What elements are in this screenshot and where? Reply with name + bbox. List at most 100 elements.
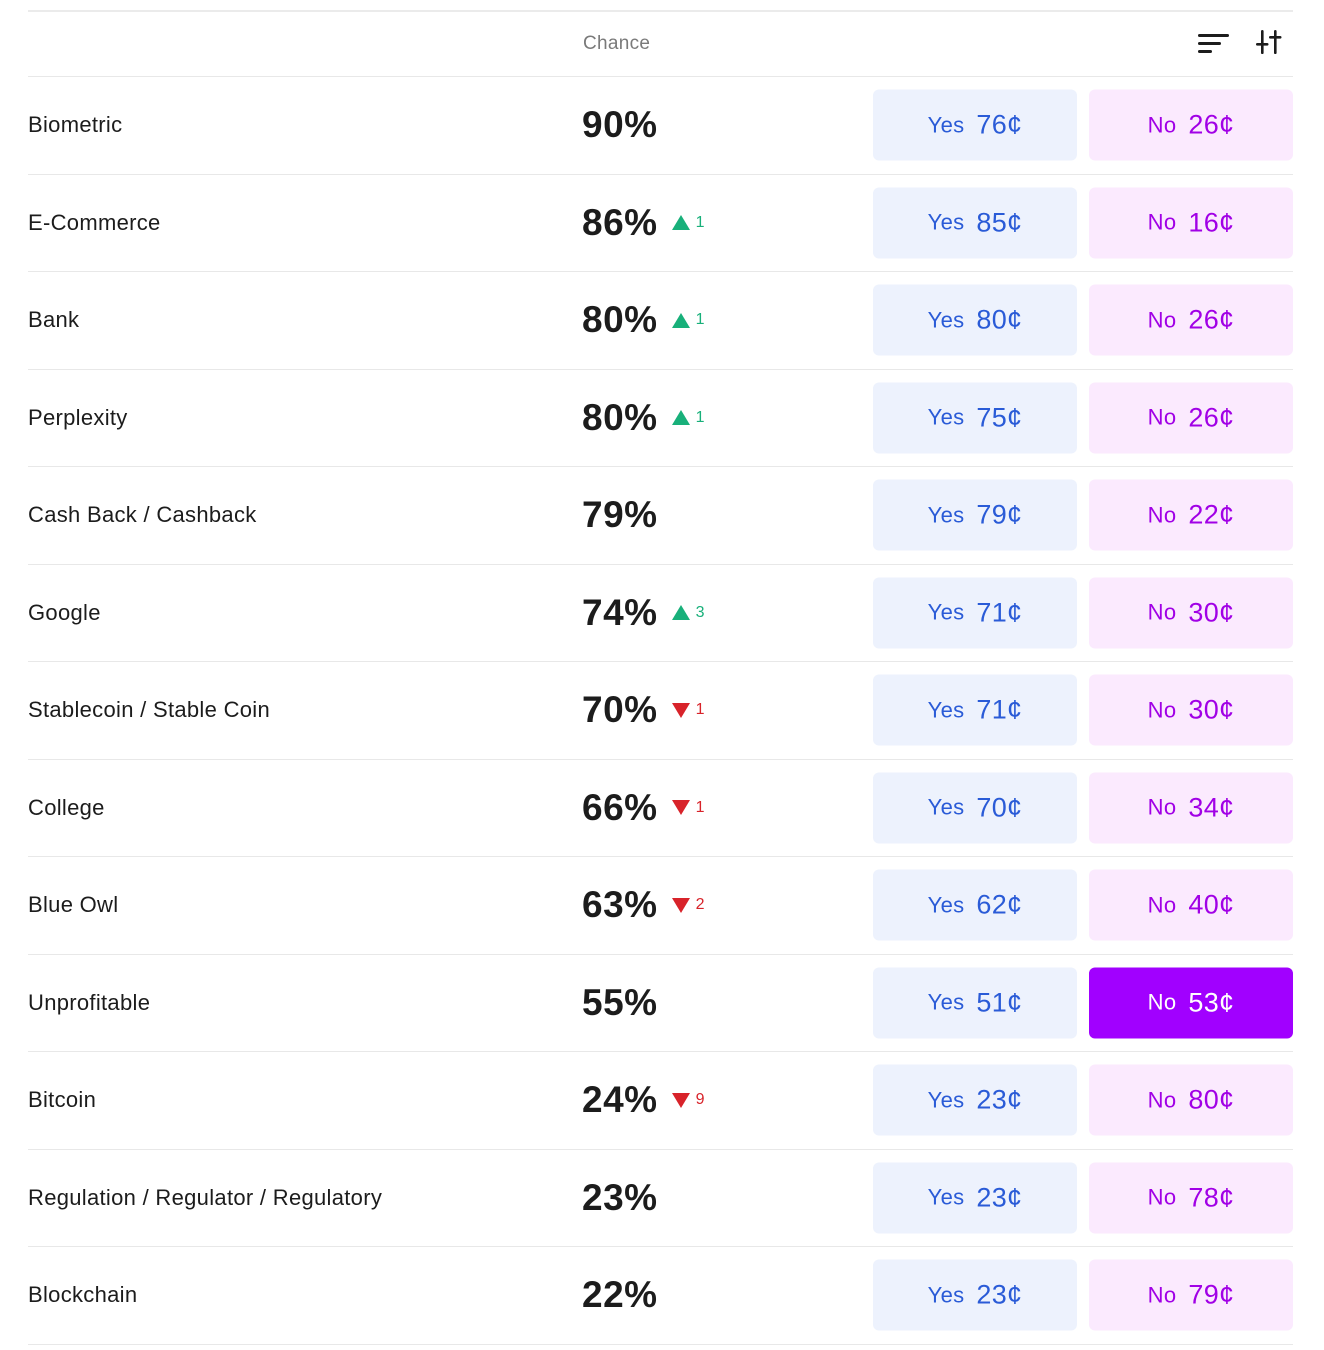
chance-value: 66% [582,786,658,828]
market-table: Chance Biometric 90% Yes 76¢ [28,10,1293,1345]
triangle-up-icon [671,215,690,231]
no-label: No [1147,112,1177,138]
no-label: No [1147,697,1177,723]
chance-cell: 55% [582,982,658,1024]
buy-yes-button[interactable]: Yes 80¢ [873,284,1077,356]
chance-change: 3 [671,604,704,622]
buy-no-button[interactable]: No 40¢ [1089,869,1293,941]
chance-change: 2 [671,896,705,914]
buy-yes-button[interactable]: Yes 75¢ [873,382,1077,454]
yes-price: 76¢ [976,109,1023,140]
change-value: 1 [695,213,705,231]
yes-price: 51¢ [976,987,1023,1018]
no-label: No [1147,892,1177,918]
yes-price: 79¢ [976,499,1023,530]
buy-no-button[interactable]: No 22¢ [1089,479,1293,551]
no-price: 53¢ [1188,987,1235,1018]
yes-price: 75¢ [976,402,1023,433]
chance-value: 86% [582,201,658,243]
yes-label: Yes [927,209,965,235]
yes-price: 62¢ [976,889,1023,920]
adjust-sliders-icon[interactable] [1256,28,1282,58]
yes-label: Yes [927,404,965,430]
buy-no-button[interactable]: No 53¢ [1089,967,1293,1039]
no-label: No [1147,502,1177,528]
chance-change: 1 [671,701,704,719]
outcome-label: Regulation / Regulator / Regulatory [28,1184,383,1210]
buy-yes-button[interactable]: Yes 51¢ [873,967,1077,1039]
buy-yes-button[interactable]: Yes 23¢ [873,1064,1077,1136]
no-label: No [1147,599,1177,625]
buy-no-button[interactable]: No 30¢ [1089,674,1293,746]
no-price: 26¢ [1188,304,1235,335]
yes-price: 23¢ [976,1279,1023,1310]
chance-change: 9 [671,1091,705,1109]
chance-column-header: Chance [583,33,651,54]
buy-no-button[interactable]: No 26¢ [1089,284,1293,356]
table-row: College 66% 1 Yes 70¢ No 34¢ [28,760,1293,857]
buy-no-button[interactable]: No 79¢ [1089,1259,1293,1331]
yes-label: Yes [927,794,965,820]
yes-label: Yes [927,307,965,333]
chance-cell: 23% [582,1177,658,1219]
chance-value: 22% [582,1274,658,1316]
outcome-label: Cash Back / Cashback [28,502,257,528]
buy-no-button[interactable]: No 80¢ [1089,1064,1293,1136]
yes-label: Yes [927,599,965,625]
buy-yes-button[interactable]: Yes 85¢ [873,187,1077,259]
change-value: 1 [695,311,705,329]
table-row: Blockchain 22% Yes 23¢ No 79¢ [28,1247,1293,1345]
buy-yes-button[interactable]: Yes 23¢ [873,1259,1077,1331]
buy-no-button[interactable]: No 26¢ [1089,382,1293,454]
chance-value: 90% [582,104,658,146]
change-value: 9 [695,1091,705,1109]
triangle-down-icon [671,800,690,816]
yes-label: Yes [927,697,965,723]
no-label: No [1147,1087,1177,1113]
buy-no-button[interactable]: No 16¢ [1089,187,1293,259]
sort-icon[interactable] [1198,32,1230,58]
yes-price: 23¢ [976,1182,1023,1213]
yes-label: Yes [927,1282,965,1308]
buy-yes-button[interactable]: Yes 23¢ [873,1162,1077,1234]
outcome-label: Blue Owl [28,892,119,918]
table-row: Google 74% 3 Yes 71¢ No 30¢ [28,565,1293,662]
buy-no-button[interactable]: No 78¢ [1089,1162,1293,1234]
no-label: No [1147,1282,1177,1308]
chance-change: 1 [671,311,705,329]
yes-label: Yes [927,112,965,138]
no-label: No [1147,209,1177,235]
yes-price: 71¢ [976,694,1023,725]
table-row: Perplexity 80% 1 Yes 75¢ No 26¢ [28,370,1293,467]
chance-cell: 86% 1 [582,202,704,244]
buy-no-button[interactable]: No 26¢ [1089,89,1293,161]
chance-cell: 24% 9 [582,1079,704,1121]
no-price: 34¢ [1188,792,1235,823]
buy-yes-button[interactable]: Yes 71¢ [873,577,1077,649]
change-value: 2 [695,896,705,914]
table-row: Regulation / Regulator / Regulatory 23% … [28,1150,1293,1247]
yes-label: Yes [927,892,965,918]
outcome-label: Blockchain [28,1282,138,1308]
chance-value: 80% [582,396,658,438]
outcome-label: E-Commerce [28,209,161,235]
no-price: 30¢ [1188,597,1235,628]
yes-price: 70¢ [976,792,1023,823]
buy-yes-button[interactable]: Yes 71¢ [873,674,1077,746]
buy-yes-button[interactable]: Yes 76¢ [873,89,1077,161]
buy-yes-button[interactable]: Yes 62¢ [873,869,1077,941]
buy-yes-button[interactable]: Yes 70¢ [873,772,1077,844]
buy-no-button[interactable]: No 34¢ [1089,772,1293,844]
chance-cell: 22% [582,1274,658,1316]
buy-yes-button[interactable]: Yes 79¢ [873,479,1077,551]
chance-value: 70% [582,689,658,731]
buy-no-button[interactable]: No 30¢ [1089,577,1293,649]
chance-value: 23% [582,1176,658,1218]
table-row: Bitcoin 24% 9 Yes 23¢ No 80¢ [28,1052,1293,1150]
chance-cell: 74% 3 [582,592,704,634]
outcome-label: Biometric [28,112,123,138]
no-price: 78¢ [1188,1182,1235,1213]
yes-label: Yes [927,1184,965,1210]
no-label: No [1147,307,1177,333]
outcome-label: Bank [28,307,80,333]
